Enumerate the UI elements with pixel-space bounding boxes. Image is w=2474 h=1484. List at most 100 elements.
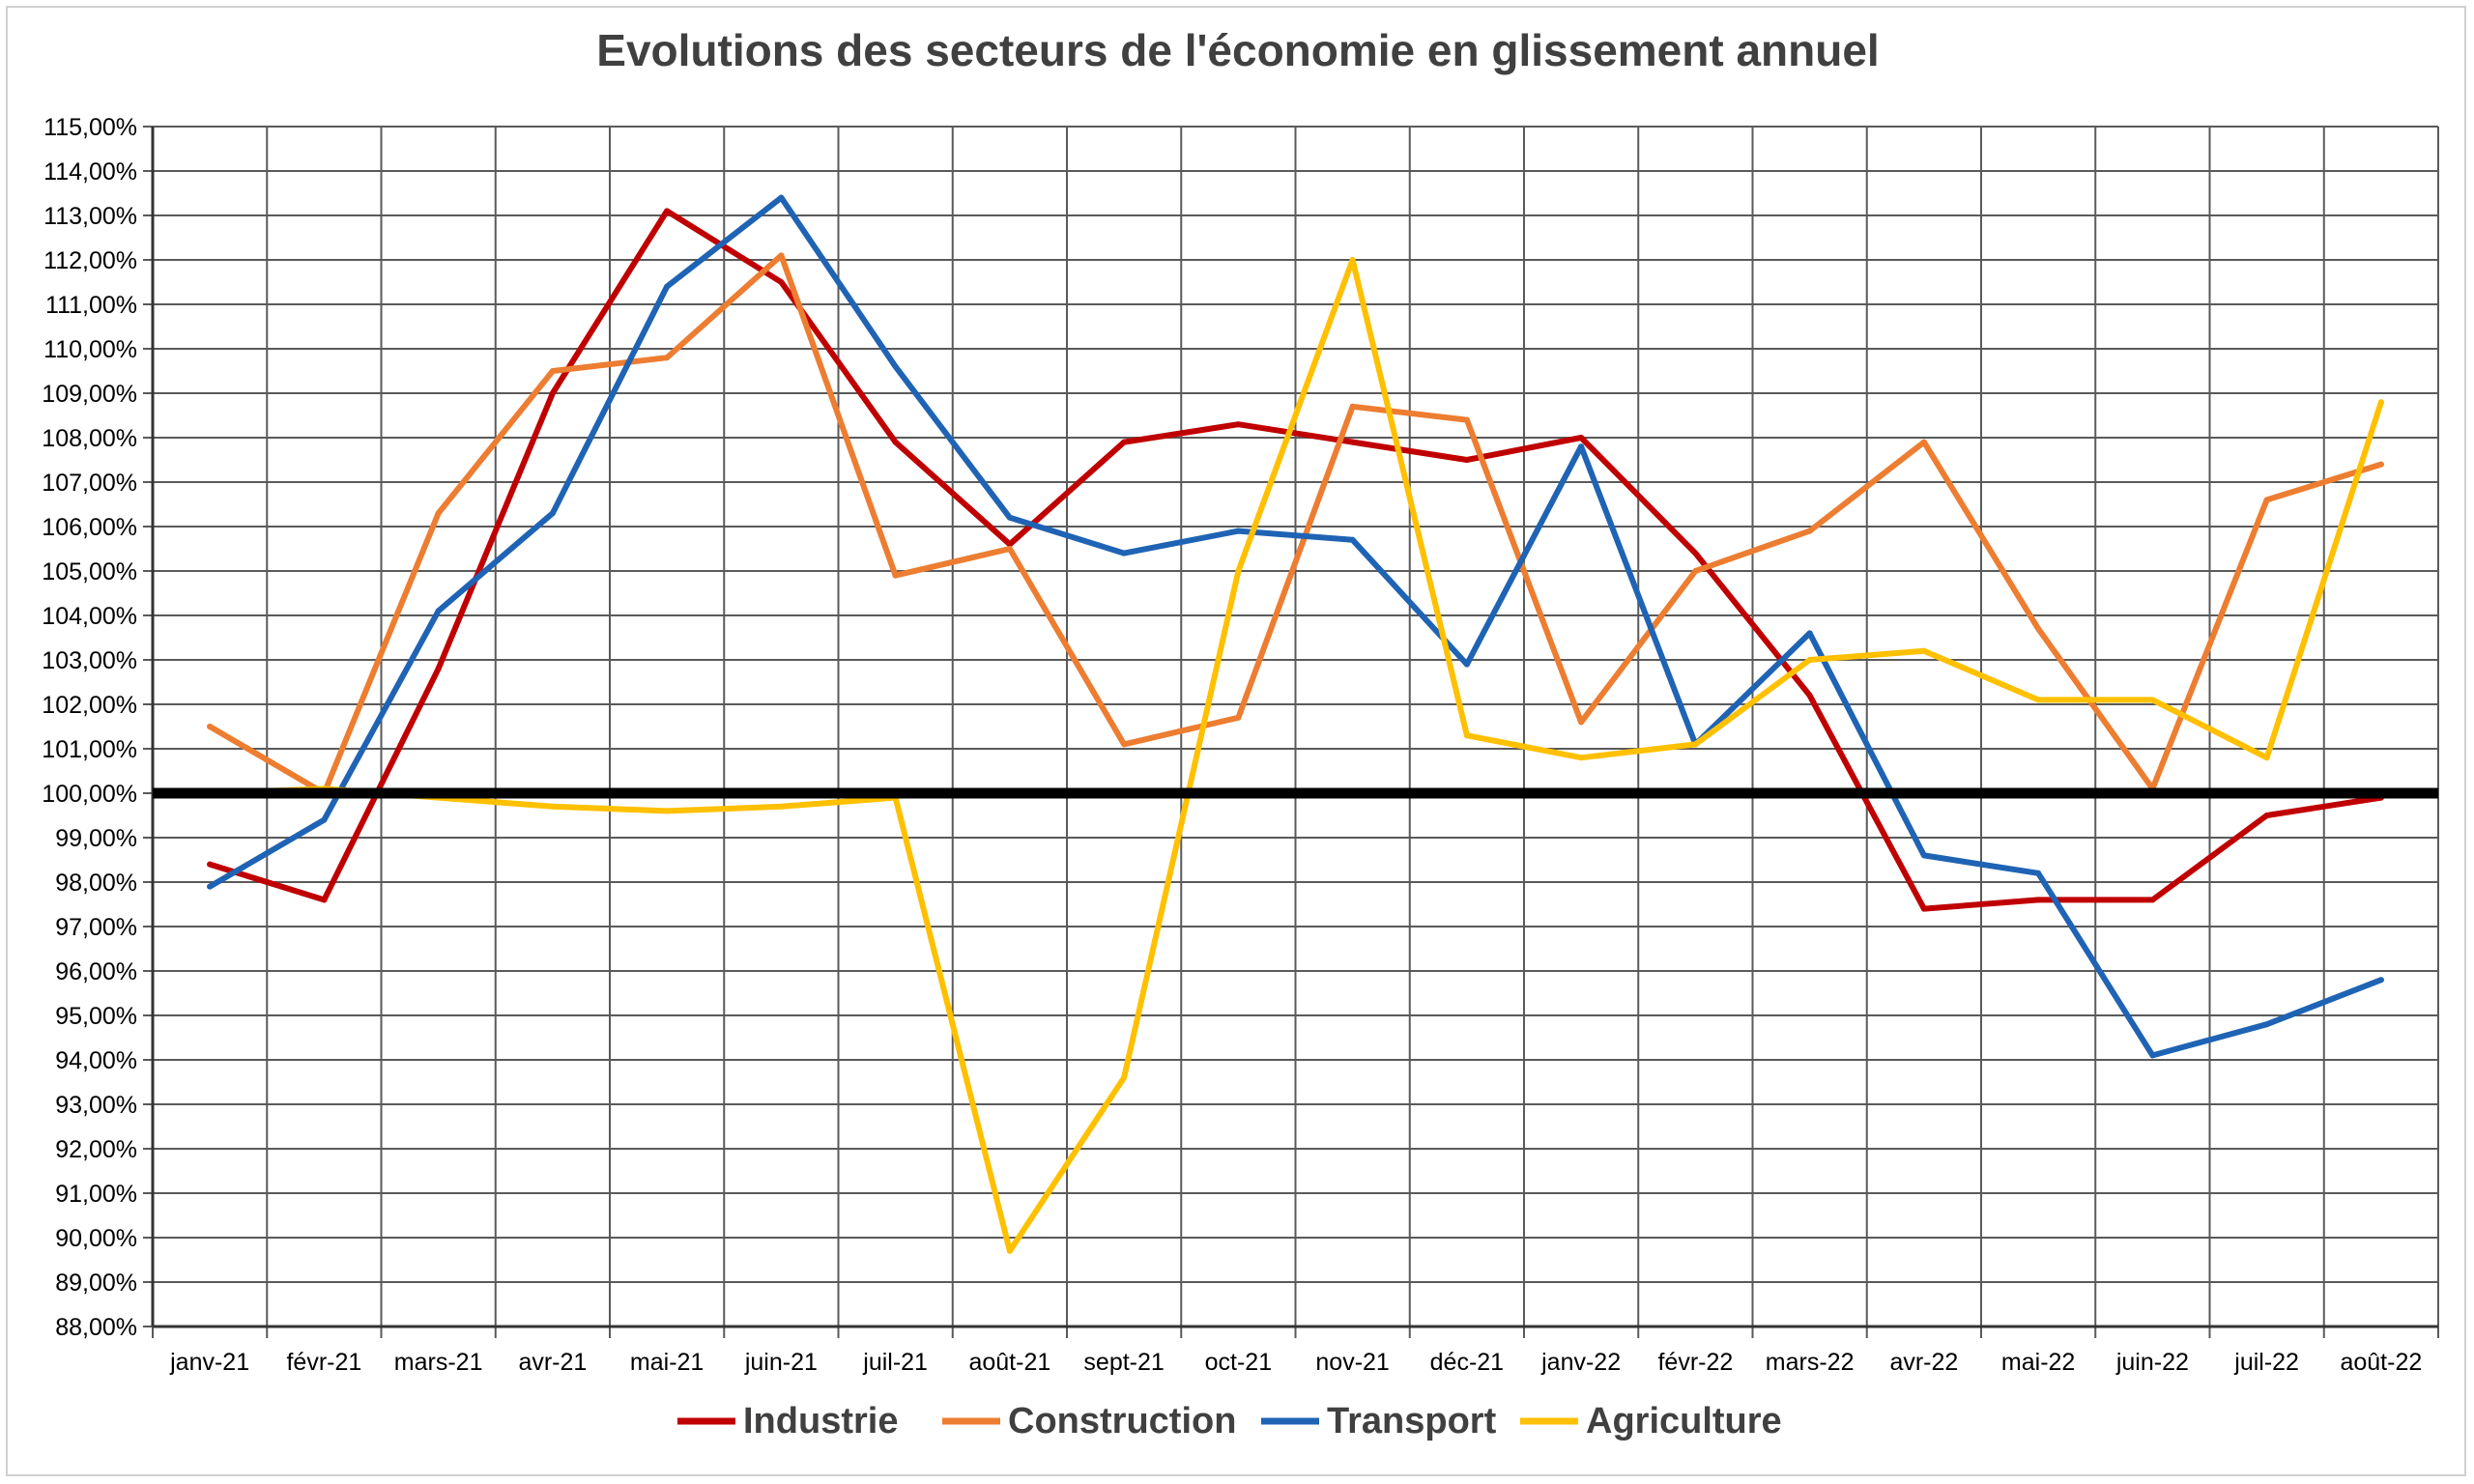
data-point-agriculture	[2377, 399, 2384, 406]
legend-item-construction: Construction	[942, 1401, 1236, 1441]
data-point-transport	[435, 608, 442, 614]
y-tick-label: 102,00%	[42, 692, 137, 719]
x-tick-label: oct-21	[1205, 1349, 1272, 1376]
data-point-construction	[892, 572, 899, 579]
data-point-agriculture	[2263, 755, 2270, 761]
series-lines	[207, 194, 2384, 1254]
y-tick-label: 109,00%	[42, 381, 137, 408]
legend-item-industrie: Industrie	[677, 1401, 898, 1441]
data-point-construction	[435, 510, 442, 517]
data-point-transport	[1235, 528, 1242, 534]
x-tick-label: févr-22	[1657, 1349, 1733, 1376]
data-point-agriculture	[1006, 1247, 1013, 1254]
series-line-industrie	[207, 208, 2384, 912]
data-point-industrie	[1806, 692, 1813, 699]
data-point-industrie	[892, 439, 899, 445]
y-tick-label: 92,00%	[55, 1136, 137, 1163]
y-tick-label: 94,00%	[55, 1047, 137, 1074]
x-tick-label: juil-21	[862, 1349, 928, 1376]
legend-label-construction: Construction	[1008, 1401, 1236, 1441]
data-point-construction	[778, 252, 785, 259]
chart-frame: Evolutions des secteurs de l'économie en…	[6, 6, 2466, 1476]
data-point-agriculture	[2035, 697, 2042, 703]
data-point-transport	[892, 363, 899, 370]
data-point-industrie	[778, 279, 785, 285]
data-point-transport	[778, 194, 785, 201]
y-tick-label: 97,00%	[55, 914, 137, 941]
data-point-industrie	[664, 208, 671, 214]
x-tick-label: févr-21	[286, 1349, 361, 1376]
series-line-agriculture	[207, 257, 2384, 1254]
data-point-transport	[664, 283, 671, 290]
data-point-industrie	[2035, 897, 2042, 903]
grid	[143, 126, 2439, 1338]
data-point-construction	[1463, 416, 1470, 423]
x-tick-label: sept-21	[1083, 1349, 1164, 1376]
y-tick-label: 106,00%	[42, 514, 137, 541]
x-tick-label: mars-22	[1766, 1349, 1855, 1376]
y-tick-label: 93,00%	[55, 1092, 137, 1119]
data-point-industrie	[549, 390, 556, 396]
x-tick-label: avr-22	[1889, 1349, 1958, 1376]
y-tick-label: 89,00%	[55, 1270, 137, 1297]
data-point-construction	[207, 724, 214, 729]
x-tick-label: mai-21	[630, 1349, 704, 1376]
data-point-transport	[207, 883, 214, 890]
data-point-agriculture	[778, 803, 785, 810]
data-point-construction	[1692, 568, 1699, 574]
data-point-agriculture	[1235, 568, 1242, 574]
data-point-construction	[1349, 403, 1356, 410]
data-point-industrie	[207, 861, 214, 868]
y-tick-label: 91,00%	[55, 1181, 137, 1208]
y-tick-label: 110,00%	[43, 336, 137, 363]
data-point-industrie	[1920, 905, 1927, 912]
x-tick-label: août-21	[968, 1349, 1050, 1376]
data-point-industrie	[1578, 435, 1585, 441]
series-line-transport	[207, 194, 2384, 1059]
y-axis-ticks: 88,00% 89,00% 90,00% 91,00% 92,00% 93,00% 94,0…	[42, 114, 137, 1341]
data-point-construction	[1121, 741, 1128, 748]
x-tick-label: nov-21	[1315, 1349, 1389, 1376]
data-point-transport	[1806, 630, 1813, 637]
x-tick-label: avr-21	[518, 1349, 587, 1376]
x-axis-ticks: janv-21 févr-21 mars-21 avr-21 mai-21 juin-21…	[169, 1349, 2422, 1376]
data-point-industrie	[2263, 813, 2270, 818]
y-tick-label: 107,00%	[42, 470, 137, 497]
y-tick-label: 100,00%	[42, 781, 137, 808]
data-point-transport	[2035, 870, 2042, 876]
y-tick-label: 99,00%	[55, 825, 137, 852]
data-point-transport	[549, 510, 556, 517]
legend-label-agriculture: Agriculture	[1586, 1401, 1782, 1441]
y-tick-label: 104,00%	[42, 603, 137, 630]
series-line-construction	[207, 252, 2384, 796]
data-point-construction	[2377, 461, 2384, 468]
x-tick-label: janv-21	[169, 1349, 249, 1376]
data-point-industrie	[435, 666, 442, 672]
data-point-transport	[2149, 1052, 2156, 1059]
y-tick-label: 114,00%	[43, 158, 137, 186]
data-point-agriculture	[1806, 657, 1813, 663]
data-point-agriculture	[1121, 1074, 1128, 1081]
y-tick-label: 108,00%	[42, 425, 137, 452]
data-point-construction	[1920, 439, 1927, 445]
data-point-transport	[1578, 443, 1585, 450]
data-point-agriculture	[1349, 257, 1356, 263]
data-point-construction	[549, 368, 556, 374]
data-point-industrie	[1463, 457, 1470, 463]
data-point-transport	[321, 816, 328, 823]
x-tick-label: juil-22	[2233, 1349, 2299, 1376]
legend-item-agriculture: Agriculture	[1520, 1401, 1782, 1441]
data-point-transport	[1349, 536, 1356, 543]
data-point-agriculture	[664, 808, 671, 814]
y-tick-label: 101,00%	[42, 736, 137, 763]
data-point-transport	[2377, 977, 2384, 984]
x-tick-label: mai-22	[2001, 1349, 2075, 1376]
x-tick-label: janv-22	[1540, 1349, 1621, 1376]
y-tick-label: 98,00%	[55, 870, 137, 897]
data-point-construction	[1006, 546, 1013, 552]
y-tick-label: 88,00%	[55, 1314, 137, 1341]
data-point-industrie	[1349, 439, 1356, 445]
legend-label-transport: Transport	[1327, 1401, 1497, 1441]
y-tick-label: 95,00%	[55, 1003, 137, 1030]
y-tick-label: 103,00%	[42, 647, 137, 674]
